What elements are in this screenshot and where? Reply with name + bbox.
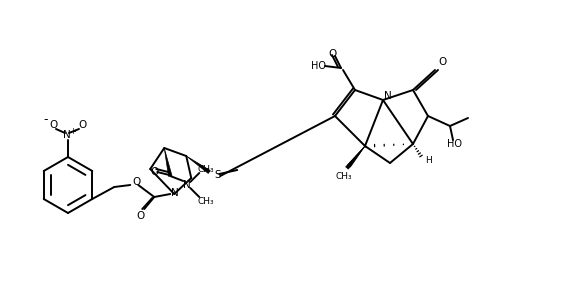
Text: -: - <box>44 114 49 126</box>
Polygon shape <box>347 146 365 167</box>
Text: HO: HO <box>447 139 462 149</box>
Text: CH₃: CH₃ <box>198 196 214 206</box>
Polygon shape <box>346 146 365 169</box>
Text: O: O <box>49 120 57 130</box>
Text: O: O <box>78 120 86 130</box>
Text: N: N <box>384 91 392 101</box>
Text: O: O <box>150 167 158 177</box>
Polygon shape <box>186 156 210 174</box>
Text: CH₃: CH₃ <box>198 165 214 174</box>
Text: N: N <box>171 188 179 198</box>
Polygon shape <box>164 148 172 176</box>
Text: HO: HO <box>311 61 327 71</box>
Text: N: N <box>63 130 71 140</box>
Text: +: + <box>69 126 77 136</box>
Text: N: N <box>183 180 191 190</box>
Text: O: O <box>439 57 447 67</box>
Text: H: H <box>426 155 433 165</box>
Text: O: O <box>329 49 337 59</box>
Text: S: S <box>214 170 221 180</box>
Text: CH₃: CH₃ <box>336 171 352 181</box>
Text: O: O <box>132 177 140 187</box>
Text: O: O <box>136 211 144 221</box>
